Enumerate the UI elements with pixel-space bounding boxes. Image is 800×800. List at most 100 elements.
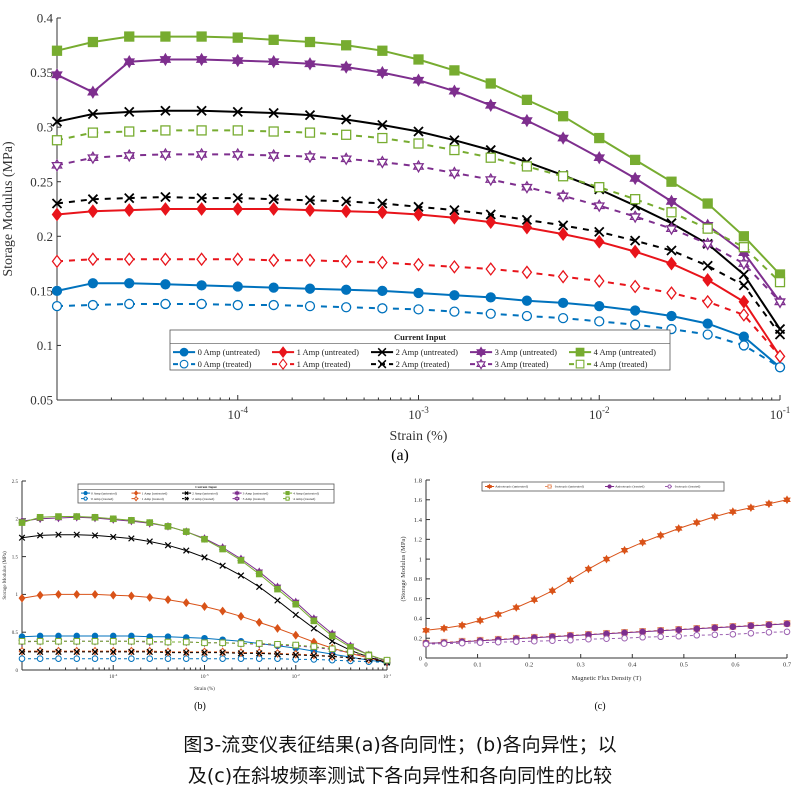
legend-label: 1 Amp (untreated) (142, 491, 168, 495)
star-triangle-down (412, 76, 425, 87)
legend-item: 3 Amp (untreated) (232, 490, 269, 496)
data-point (51, 68, 63, 82)
data-point (196, 252, 207, 267)
data-point (256, 650, 263, 657)
data-point (164, 649, 172, 656)
data-point (18, 593, 26, 603)
data-point (485, 308, 496, 319)
star-triangle-down (521, 183, 533, 194)
y-tick-label: 1.8 (414, 477, 422, 484)
data-point (549, 637, 556, 644)
legend-marker (377, 359, 387, 369)
data-point (73, 589, 81, 599)
data-point (304, 149, 316, 164)
data-point (702, 294, 713, 309)
data-point (128, 535, 135, 542)
data-point (449, 65, 460, 76)
legend-label: 3 Amp (treated) (243, 497, 266, 501)
panel-c-label: (c) (594, 701, 606, 712)
data-point (666, 286, 677, 300)
data-point (485, 209, 496, 220)
legend-label: 0 Amp (treated) (198, 359, 252, 369)
data-point (521, 214, 533, 226)
legend-item: Anisotropic (treated) (605, 484, 645, 489)
data-point (383, 656, 391, 664)
legend-item: 0 Amp (untreated) (81, 491, 118, 495)
series-isotropic-treated- (422, 628, 791, 648)
data-point (51, 135, 63, 146)
x-tick-label: 10-3 (201, 673, 209, 680)
panel-b-label: (b) (194, 701, 206, 712)
star-triangle-down (494, 612, 502, 619)
data-point (292, 651, 299, 659)
data-point (196, 105, 207, 116)
data-point (201, 554, 208, 561)
data-point (160, 279, 171, 290)
data-point (160, 31, 171, 42)
data-point (413, 138, 424, 149)
data-point (87, 252, 99, 267)
star-triangle-down (557, 192, 569, 203)
data-point (304, 203, 316, 217)
data-point (51, 198, 63, 209)
data-point (656, 531, 665, 540)
data-point (195, 147, 208, 162)
star-triangle-down (566, 577, 575, 585)
data-point (412, 73, 425, 87)
legend-marker (184, 496, 189, 501)
y-tick-label: 1.2 (414, 537, 422, 544)
legend-item: 3 Amp (untreated) (470, 346, 557, 358)
series-3-amp-treated- (51, 147, 786, 309)
data-point (521, 310, 533, 322)
data-point (55, 648, 62, 656)
data-point (87, 204, 99, 219)
data-point (521, 180, 533, 194)
data-point (274, 650, 281, 658)
legend-label: 4 Amp (untreated) (594, 347, 656, 357)
y-tick-label: 1.4 (414, 517, 423, 524)
data-point (87, 127, 99, 138)
x-tick-label: 10-1 (770, 405, 791, 422)
data-point (51, 254, 63, 269)
data-point (146, 592, 154, 602)
y-tick-label: 2 (16, 518, 19, 523)
data-point (55, 513, 62, 520)
data-point (146, 538, 153, 545)
data-point (292, 611, 299, 619)
data-point (485, 292, 496, 303)
data-point (196, 202, 207, 216)
data-point (87, 36, 99, 48)
data-point (675, 632, 683, 640)
data-point (413, 54, 424, 65)
data-point (747, 629, 755, 637)
data-point (341, 129, 352, 140)
star-triangle-down (376, 158, 389, 169)
data-point (449, 204, 460, 216)
data-point (124, 298, 135, 310)
star-triangle-down (487, 485, 493, 490)
data-point (630, 194, 641, 205)
data-point (340, 60, 352, 74)
star-triangle-down (376, 69, 389, 80)
data-point (377, 119, 388, 131)
data-point (413, 304, 424, 315)
x-axis-label: Magnetic Flux Density (T) (572, 675, 642, 682)
legend-item: 1 Amp (treated) (131, 495, 165, 502)
y-tick-label: 0 (16, 669, 19, 674)
star-triangle-down (476, 618, 484, 625)
star-triangle-down (231, 57, 244, 68)
y-tick-label: 0.4 (414, 616, 423, 623)
data-point (413, 126, 424, 137)
star-triangle-down (159, 56, 172, 67)
series-1-amp-treated- (51, 252, 786, 364)
star-triangle-down (530, 597, 539, 605)
data-point (485, 152, 496, 163)
legend-item: 3 Amp (treated) (470, 358, 549, 370)
data-point (765, 499, 773, 509)
data-point (55, 637, 62, 645)
panel-a-label: (a) (391, 447, 409, 464)
legend-label: 3 Amp (untreated) (495, 347, 557, 357)
data-point (774, 276, 786, 288)
legend-marker (607, 484, 612, 489)
data-point (341, 196, 352, 207)
